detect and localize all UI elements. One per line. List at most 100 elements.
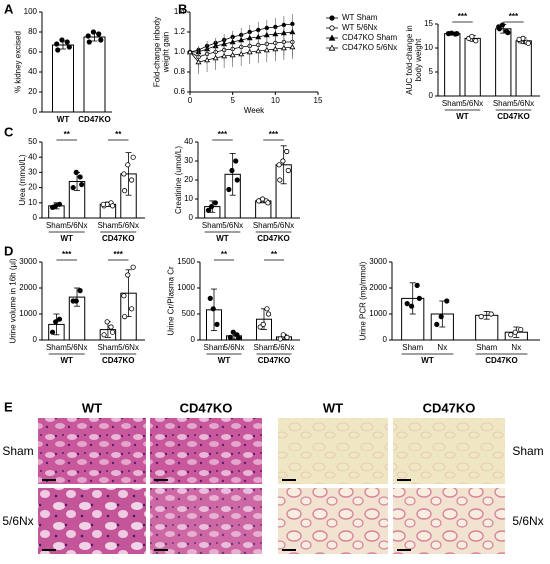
significance-label: ** [271, 250, 278, 259]
legend-label: WT Sham [342, 13, 378, 22]
data-point [98, 37, 104, 43]
marker [204, 56, 211, 63]
data-point [488, 311, 494, 317]
data-point [73, 169, 79, 175]
marker [289, 43, 296, 50]
histology-image [150, 418, 262, 484]
data-point [85, 33, 91, 39]
x-tick-label: 10 [271, 96, 280, 105]
data-point [227, 334, 233, 340]
data-point [90, 29, 97, 35]
data-point [55, 47, 61, 53]
y-axis-label: Creatinine (umol/L) [174, 146, 183, 214]
x-tick-label: 5/6Nx [118, 221, 139, 230]
y-tick-label: 10 [424, 43, 433, 52]
y-tick-label: 60 [28, 47, 37, 56]
data-point [277, 336, 283, 342]
data-point [104, 319, 110, 325]
group-label: WT [61, 356, 74, 365]
group-label: WT [456, 112, 469, 121]
x-axis-label: Week [244, 106, 265, 115]
data-point [277, 177, 283, 183]
data-point [129, 306, 135, 312]
x-tick-label: Sham [204, 343, 225, 352]
data-point [77, 174, 83, 180]
legend-label: CD47KO Sham [342, 33, 397, 42]
data-point [101, 332, 107, 338]
y-tick-label: 40 [28, 67, 37, 76]
data-point [100, 201, 106, 207]
y-axis-label: Urea (mmol/L) [18, 154, 27, 205]
data-point [122, 313, 128, 320]
marker [263, 31, 270, 38]
x-tick-label: Sham [254, 343, 275, 352]
data-point [108, 324, 114, 330]
data-point [478, 313, 484, 320]
marker [212, 54, 219, 61]
histology-image [38, 418, 146, 484]
data-point [96, 31, 102, 37]
panel-label: E [4, 399, 13, 414]
data-point [284, 334, 290, 340]
row-label: Sham [512, 444, 543, 458]
x-tick-label: Sham [46, 221, 67, 230]
x-tick-label: Sham [97, 221, 118, 230]
marker [238, 36, 245, 43]
y-tick-label: 20 [28, 87, 37, 96]
data-point [210, 306, 216, 312]
significance-label: ** [64, 130, 71, 139]
y-tick-label: 10 [184, 194, 193, 203]
x-tick-label: Sham [442, 99, 463, 108]
y-axis-label: Urine PCR (mg/mmol) [359, 261, 368, 340]
marker [289, 28, 296, 35]
y-axis-label: AUC fold-change in [405, 25, 414, 94]
y-tick-label: 0 [189, 213, 194, 222]
data-point [233, 158, 239, 164]
data-point [70, 185, 76, 191]
group-label: WT [61, 234, 74, 243]
data-point [235, 335, 242, 341]
data-point [284, 148, 290, 155]
x-tick-label: 5/6Nx [273, 221, 294, 230]
data-point [86, 39, 92, 45]
data-point [121, 293, 127, 299]
data-point [516, 36, 522, 42]
data-point [73, 298, 79, 304]
x-tick-label: 5/6Nx [67, 343, 88, 352]
data-point [122, 188, 128, 194]
significance-label: *** [509, 12, 519, 21]
data-point [229, 167, 235, 174]
data-point [416, 295, 422, 301]
marker [246, 34, 253, 41]
y-tick-label: 1000 [177, 283, 195, 292]
data-point [256, 198, 262, 204]
y-tick-label: 3000 [19, 257, 37, 266]
x-tick-label: Sham [202, 221, 223, 230]
group-label: WT [216, 234, 229, 243]
group-label: CD47KO [485, 356, 517, 365]
y-tick-label: 1.0 [174, 47, 186, 56]
y-tick-label: 1000 [369, 309, 387, 318]
y-tick-label: 0 [383, 335, 388, 344]
data-point [438, 313, 444, 320]
marker [238, 50, 245, 57]
y-tick-label: 0 [33, 335, 38, 344]
y-tick-label: 5 [429, 67, 434, 76]
column-label: WT [82, 400, 102, 415]
data-point [54, 41, 60, 47]
bar [52, 44, 74, 113]
group-label: CD47KO [102, 356, 134, 365]
data-point [125, 162, 131, 168]
data-point [205, 207, 212, 213]
data-point [212, 200, 218, 206]
x-tick-label: 5/6Nx [224, 343, 245, 352]
histology-image [278, 488, 388, 554]
data-point [64, 39, 70, 45]
x-tick-label: Sham [97, 343, 118, 352]
data-point [53, 203, 59, 209]
x-tick-label: Nx [437, 343, 447, 352]
y-axis-label: weight gain [161, 32, 170, 73]
data-point [59, 37, 65, 43]
data-point [444, 298, 450, 304]
data-point [280, 158, 286, 164]
